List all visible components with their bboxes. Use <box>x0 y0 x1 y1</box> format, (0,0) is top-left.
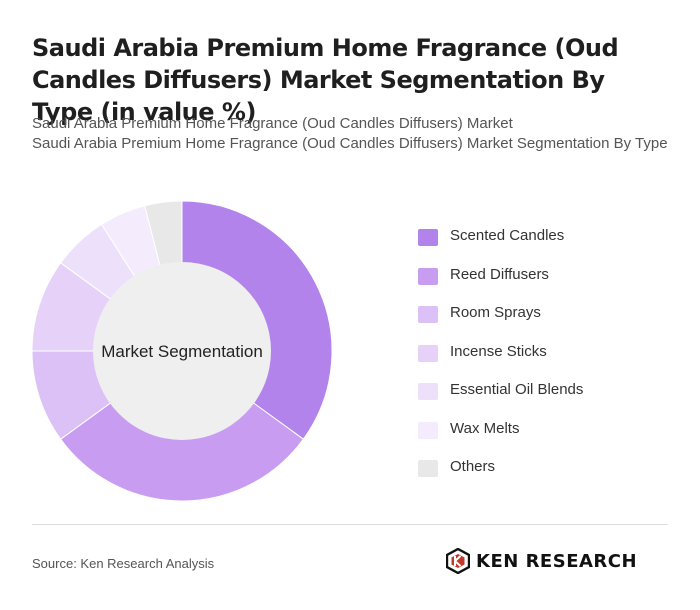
legend-swatch-reed-diffusers <box>418 267 438 285</box>
legend-swatch-others <box>418 460 438 477</box>
legend-swatch-wax-melts <box>418 421 438 439</box>
ken-research-logo-icon <box>446 548 470 574</box>
ken-research-logo: KEN RESEARCH <box>446 548 637 574</box>
footer-divider <box>32 524 668 525</box>
chart-title: Saudi Arabia Premium Home Fragrance (Oud… <box>32 34 619 126</box>
legend-item-essential-oil-blends: Essential Oil Blends <box>418 380 583 419</box>
source-note: Source: Ken Research Analysis <box>32 556 215 571</box>
legend-item-scented-candles: Scented Candles <box>418 226 583 265</box>
donut-center-label: Market Segmentation <box>101 342 263 361</box>
donut-hole <box>93 262 271 440</box>
donut-chart: Market Segmentation <box>31 200 333 502</box>
legend-label-others: Others <box>450 458 496 475</box>
legend-item-wax-melts: Wax Melts <box>418 419 583 458</box>
legend-swatch-incense-sticks <box>418 344 438 362</box>
legend-label-incense-sticks: Incense Sticks <box>450 342 547 360</box>
subtitle-line-2: Saudi Arabia Premium Home Fragrance (Oud… <box>32 135 668 152</box>
legend-swatch-essential-oil-blends <box>418 383 438 400</box>
legend-swatch-room-sprays <box>418 306 438 323</box>
legend-label-reed-diffusers: Reed Diffusers <box>450 265 549 283</box>
legend-label-room-sprays: Room Sprays <box>450 304 541 321</box>
legend-item-reed-diffusers: Reed Diffusers <box>418 265 583 304</box>
chart-subtitle: Saudi Arabia Premium Home Fragrance (Oud… <box>32 114 672 154</box>
subtitle-line-1: Saudi Arabia Premium Home Fragrance (Oud… <box>32 115 513 132</box>
legend-swatch-scented-candles <box>418 229 438 246</box>
legend-label-wax-melts: Wax Melts <box>450 419 520 437</box>
legend-label-scented-candles: Scented Candles <box>450 227 565 244</box>
chart-legend: Scented Candles Reed Diffusers Room Sprays… <box>418 226 583 496</box>
legend-label-essential-oil-blends: Essential Oil Blends <box>450 381 584 398</box>
ken-research-logo-text: KEN RESEARCH <box>476 550 638 572</box>
legend-item-room-sprays: Room Sprays <box>418 303 583 342</box>
legend-item-incense-sticks: Incense Sticks <box>418 342 583 381</box>
legend-item-others: Others <box>418 457 583 496</box>
